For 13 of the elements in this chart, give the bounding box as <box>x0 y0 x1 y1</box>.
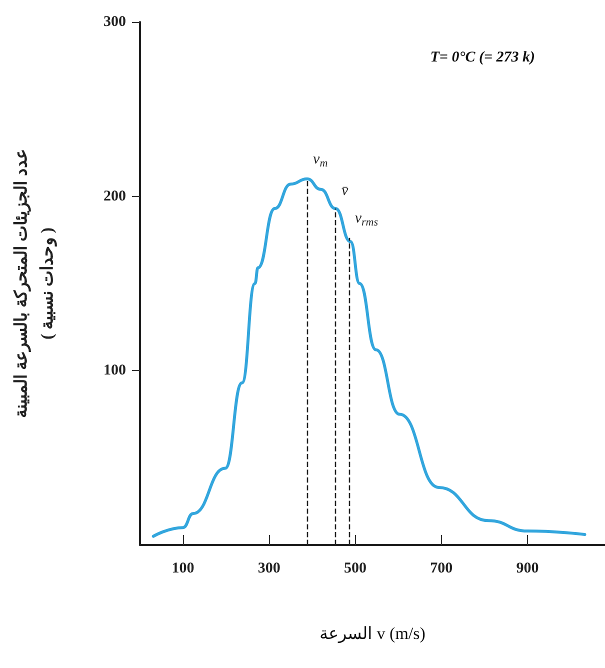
ref-line-label: v̄ <box>341 183 348 200</box>
x-tick-label: 700 <box>430 560 453 576</box>
y-tick-label: 200 <box>104 188 126 204</box>
annotation: T= 0°C (= 273 k) <box>430 50 536 66</box>
x-tick-label: 900 <box>516 560 539 576</box>
x-tick-label: 300 <box>258 560 280 576</box>
y-axis-title: عدد الجزيئات المتحركة بالسرعة المبينة ( وحدات نسبية ) <box>12 149 58 418</box>
x-axis-title: السرعة v (m/s) <box>320 624 426 644</box>
y-tick-label: 100 <box>104 362 126 379</box>
x-tick-label: 100 <box>172 560 194 576</box>
line-series <box>152 177 586 538</box>
y-tick-label: 300 <box>104 14 126 30</box>
x-tick-label: 500 <box>344 560 367 576</box>
